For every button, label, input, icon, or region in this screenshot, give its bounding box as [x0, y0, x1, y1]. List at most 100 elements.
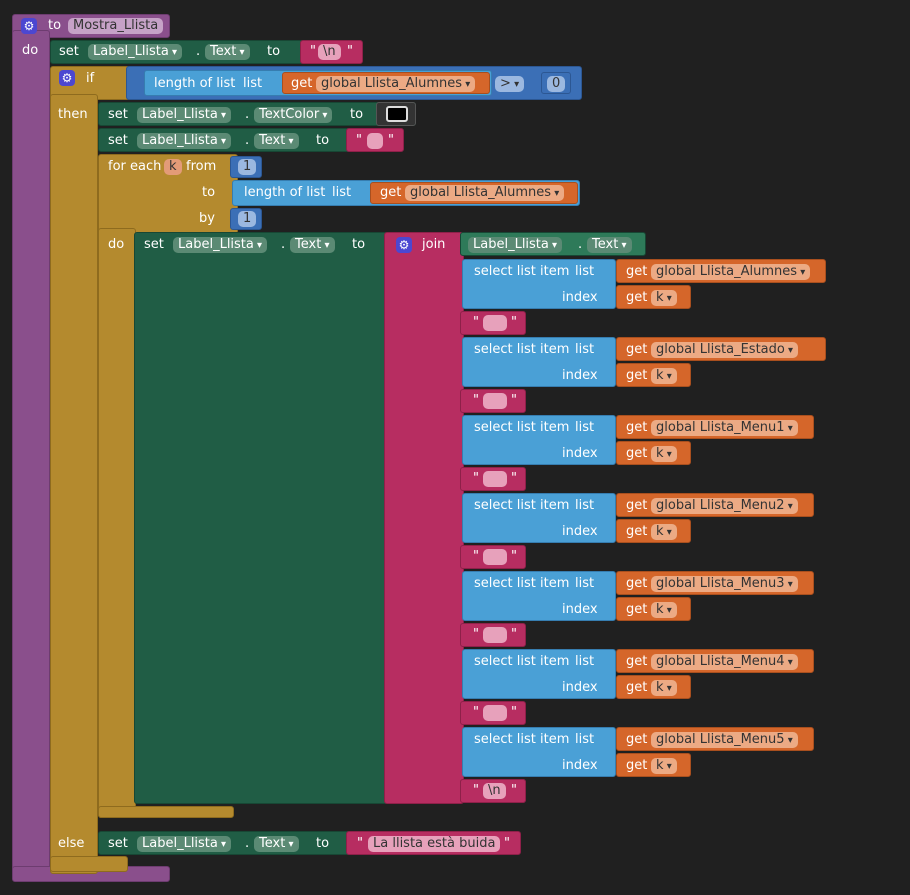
list-variable-dropdown[interactable]: global Llista_Menu1	[651, 420, 798, 436]
text-value-field[interactable]	[367, 133, 383, 149]
get-keyword: get	[626, 602, 648, 617]
loop-variable-field[interactable]: k	[164, 159, 182, 175]
get-keyword: get	[291, 76, 313, 91]
select-list-item-block[interactable]	[462, 337, 616, 387]
index-label: index	[562, 758, 598, 773]
quote-close: "	[511, 549, 517, 564]
quote-open: "	[310, 44, 316, 59]
list-variable-dropdown[interactable]: global Llista_Menu4	[651, 654, 798, 670]
quote-open: "	[356, 133, 362, 148]
variable-dropdown[interactable]: global Llista_Alumnes	[405, 185, 565, 201]
list-label: list	[243, 76, 263, 91]
select-list-item-block[interactable]	[462, 571, 616, 621]
procedure-body-rail	[12, 30, 50, 876]
property-dropdown[interactable]: Text	[205, 44, 250, 60]
for-each-bottom	[98, 806, 234, 818]
component-dropdown[interactable]: Label_Llista	[468, 237, 563, 253]
dot-label: .	[578, 237, 583, 252]
if-keyword: if	[86, 71, 95, 86]
index-label: index	[562, 368, 598, 383]
component-dropdown[interactable]: Label_Llista	[137, 133, 232, 149]
list-variable-dropdown[interactable]: global Llista_Alumnes	[651, 264, 811, 280]
get-keyword: get	[626, 290, 648, 305]
by-keyword: by	[199, 211, 215, 226]
component-dropdown[interactable]: Label_Llista	[137, 836, 232, 852]
then-keyword: then	[58, 107, 88, 122]
get-keyword: get	[380, 185, 402, 200]
text-value-field[interactable]: La llista està buida	[368, 836, 501, 852]
separator-value-field[interactable]	[483, 471, 507, 487]
separator-value-field[interactable]	[483, 627, 507, 643]
property-dropdown[interactable]: Text	[587, 237, 632, 253]
select-list-item-block[interactable]	[462, 727, 616, 777]
text-value-field[interactable]: \n	[483, 783, 506, 799]
get-keyword: get	[626, 758, 648, 773]
index-label: index	[562, 446, 598, 461]
gear-icon[interactable]: ⚙	[21, 18, 37, 34]
number-field[interactable]: 0	[547, 76, 566, 92]
index-variable-dropdown[interactable]: k	[651, 290, 677, 306]
separator-value-field[interactable]	[483, 705, 507, 721]
quote-open: "	[473, 627, 479, 642]
list-variable-dropdown[interactable]: global Llista_Estado	[651, 342, 799, 358]
set-keyword: set	[108, 107, 128, 122]
quote-close: "	[504, 836, 510, 851]
list-variable-dropdown[interactable]: global Llista_Menu5	[651, 732, 798, 748]
component-dropdown[interactable]: Label_Llista	[137, 107, 232, 123]
quote-close: "	[511, 627, 517, 642]
component-dropdown[interactable]: Label_Llista	[88, 44, 183, 60]
quote-close: "	[511, 471, 517, 486]
index-variable-dropdown[interactable]: k	[651, 524, 677, 540]
select-list-item-block[interactable]	[462, 259, 616, 309]
property-dropdown[interactable]: TextColor	[254, 107, 333, 123]
quote-close: "	[511, 705, 517, 720]
dot-label: .	[196, 44, 201, 59]
variable-dropdown[interactable]: global Llista_Alumnes	[316, 76, 476, 92]
get-keyword: get	[626, 446, 648, 461]
list-label: list	[575, 732, 595, 747]
procedure-name-field[interactable]: Mostra_Llista	[68, 18, 164, 34]
select-list-item-block[interactable]	[462, 415, 616, 465]
length-of-list-label: length of list	[244, 185, 326, 200]
property-dropdown[interactable]: Text	[254, 133, 299, 149]
if-bottom	[50, 856, 128, 872]
for-each-keyword: for each	[108, 159, 162, 174]
operator-dropdown[interactable]: >	[495, 76, 525, 92]
set-keyword: set	[108, 133, 128, 148]
join-block[interactable]	[384, 232, 464, 804]
if-body-rail	[50, 94, 98, 874]
color-black-swatch[interactable]	[386, 106, 408, 122]
gear-icon[interactable]: ⚙	[59, 70, 75, 86]
list-variable-dropdown[interactable]: global Llista_Menu2	[651, 498, 798, 514]
list-label: list	[575, 342, 595, 357]
quote-open: "	[473, 549, 479, 564]
join-keyword: join	[422, 237, 446, 252]
quote-close: "	[511, 393, 517, 408]
text-value-field[interactable]: \n	[318, 44, 341, 60]
from-number-field[interactable]: 1	[238, 159, 257, 175]
list-label: list	[575, 654, 595, 669]
separator-value-field[interactable]	[483, 393, 507, 409]
property-dropdown[interactable]: Text	[290, 237, 335, 253]
separator-value-field[interactable]	[483, 315, 507, 331]
index-variable-dropdown[interactable]: k	[651, 602, 677, 618]
property-dropdown[interactable]: Text	[254, 836, 299, 852]
index-variable-dropdown[interactable]: k	[651, 446, 677, 462]
dot-label: .	[245, 133, 250, 148]
component-dropdown[interactable]: Label_Llista	[173, 237, 268, 253]
index-variable-dropdown[interactable]: k	[651, 680, 677, 696]
select-list-item-block[interactable]	[462, 493, 616, 543]
dot-label: .	[281, 237, 286, 252]
get-keyword: get	[626, 576, 648, 591]
select-list-item-block[interactable]	[462, 649, 616, 699]
quote-close: "	[511, 315, 517, 330]
index-variable-dropdown[interactable]: k	[651, 758, 677, 774]
list-variable-dropdown[interactable]: global Llista_Menu3	[651, 576, 798, 592]
separator-value-field[interactable]	[483, 549, 507, 565]
get-keyword: get	[626, 368, 648, 383]
gear-icon[interactable]: ⚙	[396, 237, 412, 253]
inner-set-block[interactable]	[134, 232, 388, 804]
by-number-field[interactable]: 1	[238, 211, 257, 227]
quote-close: "	[347, 44, 353, 59]
index-variable-dropdown[interactable]: k	[651, 368, 677, 384]
